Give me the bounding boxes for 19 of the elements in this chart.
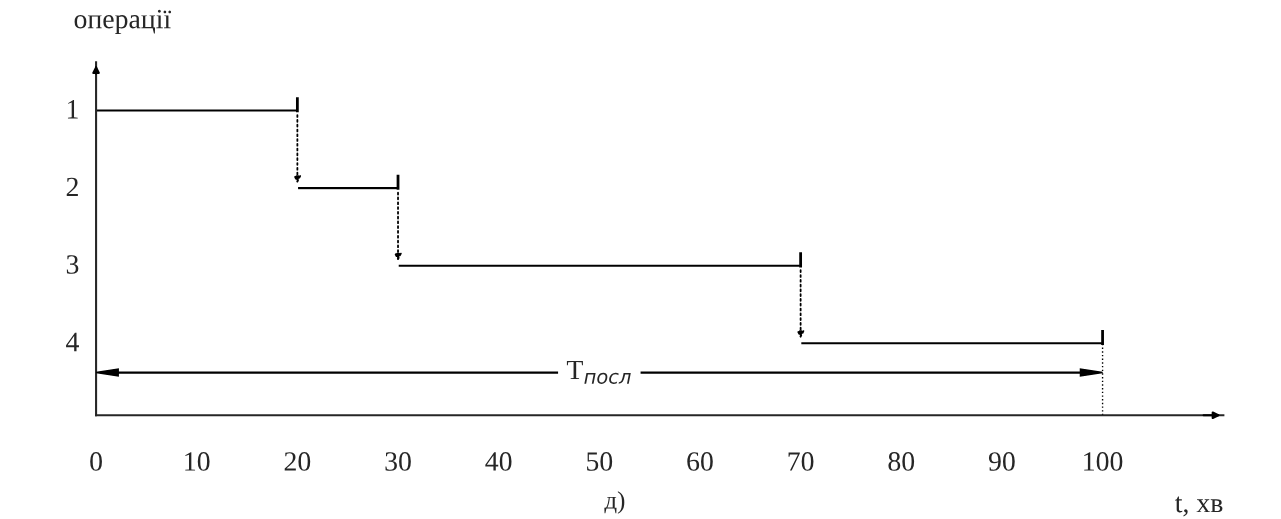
y-tick-label: 4 (66, 332, 79, 352)
y-tick-label: 3 (66, 255, 79, 274)
x-tick-label: 60 (687, 452, 713, 471)
x-tick-label: 50 (587, 452, 613, 471)
y-axis-title: операції (74, 9, 172, 35)
x-tick-label: 90 (988, 452, 1015, 471)
annotation: T$_{посл}$ (566, 360, 631, 384)
y-tick-label: 2 (66, 177, 78, 197)
x-tick-label: 70 (788, 452, 814, 471)
x-tick-label: 100 (1084, 452, 1123, 471)
x-tick-label: 20 (284, 452, 311, 471)
x-tick-label: 10 (185, 452, 210, 471)
text: д) (604, 491, 625, 514)
x-axis-title: t, хв (1175, 496, 1223, 517)
x-tick-label: 30 (385, 452, 411, 471)
x-tick-label: 80 (888, 452, 915, 471)
x-tick-label: 0 (90, 452, 102, 471)
x-tick-label: 40 (485, 452, 512, 471)
y-tick-label: 1 (67, 100, 78, 119)
